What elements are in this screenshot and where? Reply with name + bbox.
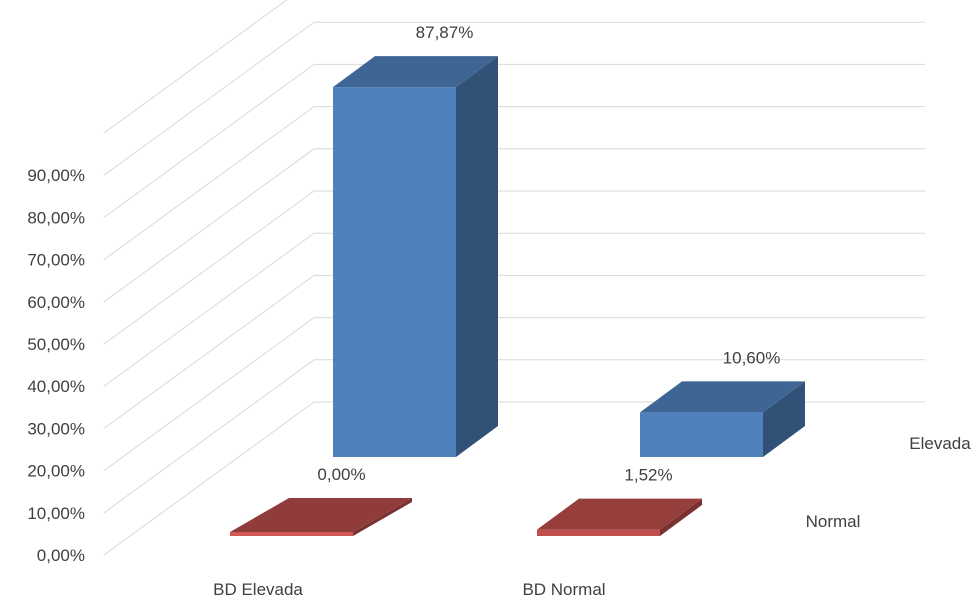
- series-axis-label: Elevada: [909, 434, 971, 453]
- data-label: 10,60%: [723, 348, 781, 367]
- bar-top: [640, 381, 805, 413]
- y-tick-label: 90,00%: [27, 166, 85, 185]
- bar-normal-0: [230, 498, 412, 536]
- bar-front: [537, 529, 660, 536]
- gridline: [103, 21, 925, 176]
- data-label: 87,87%: [416, 23, 474, 42]
- gridline: [103, 359, 925, 514]
- category-label: BD Normal: [522, 580, 605, 599]
- gridline: [103, 106, 925, 261]
- bar-front: [640, 412, 763, 457]
- bar-side: [353, 498, 412, 536]
- y-tick-label: 20,00%: [27, 462, 85, 481]
- bar-side: [763, 381, 805, 457]
- bar-front: [333, 87, 456, 458]
- y-tick-label: 10,00%: [27, 504, 85, 523]
- category-label: BD Elevada: [213, 580, 303, 599]
- data-label: 1,52%: [624, 466, 672, 485]
- y-tick-label: 50,00%: [27, 335, 85, 354]
- bar-side: [456, 56, 498, 458]
- gridline: [103, 63, 925, 218]
- gridline: [103, 274, 925, 429]
- bar-side: [660, 498, 702, 536]
- bar-top: [537, 498, 702, 530]
- bar-top: [333, 56, 498, 88]
- gridline: [103, 0, 288, 134]
- y-tick-label: 70,00%: [27, 251, 85, 270]
- y-tick-label: 40,00%: [27, 377, 85, 396]
- bar-elevada-1: [640, 381, 805, 457]
- data-label: 0,00%: [317, 465, 365, 484]
- gridline: [103, 317, 925, 472]
- y-tick-label: 80,00%: [27, 208, 85, 227]
- bar-normal-1: [537, 498, 702, 536]
- gridline: [103, 232, 925, 387]
- y-tick-label: 30,00%: [27, 419, 85, 438]
- bar-front: [230, 532, 353, 536]
- gridline: [103, 190, 925, 345]
- series-axis-label: Normal: [806, 512, 861, 531]
- y-tick-label: 60,00%: [27, 293, 85, 312]
- y-tick-label: 0,00%: [37, 546, 85, 565]
- bar-elevada-0: [333, 56, 498, 458]
- gridline: [103, 148, 925, 303]
- bar-top: [230, 498, 412, 532]
